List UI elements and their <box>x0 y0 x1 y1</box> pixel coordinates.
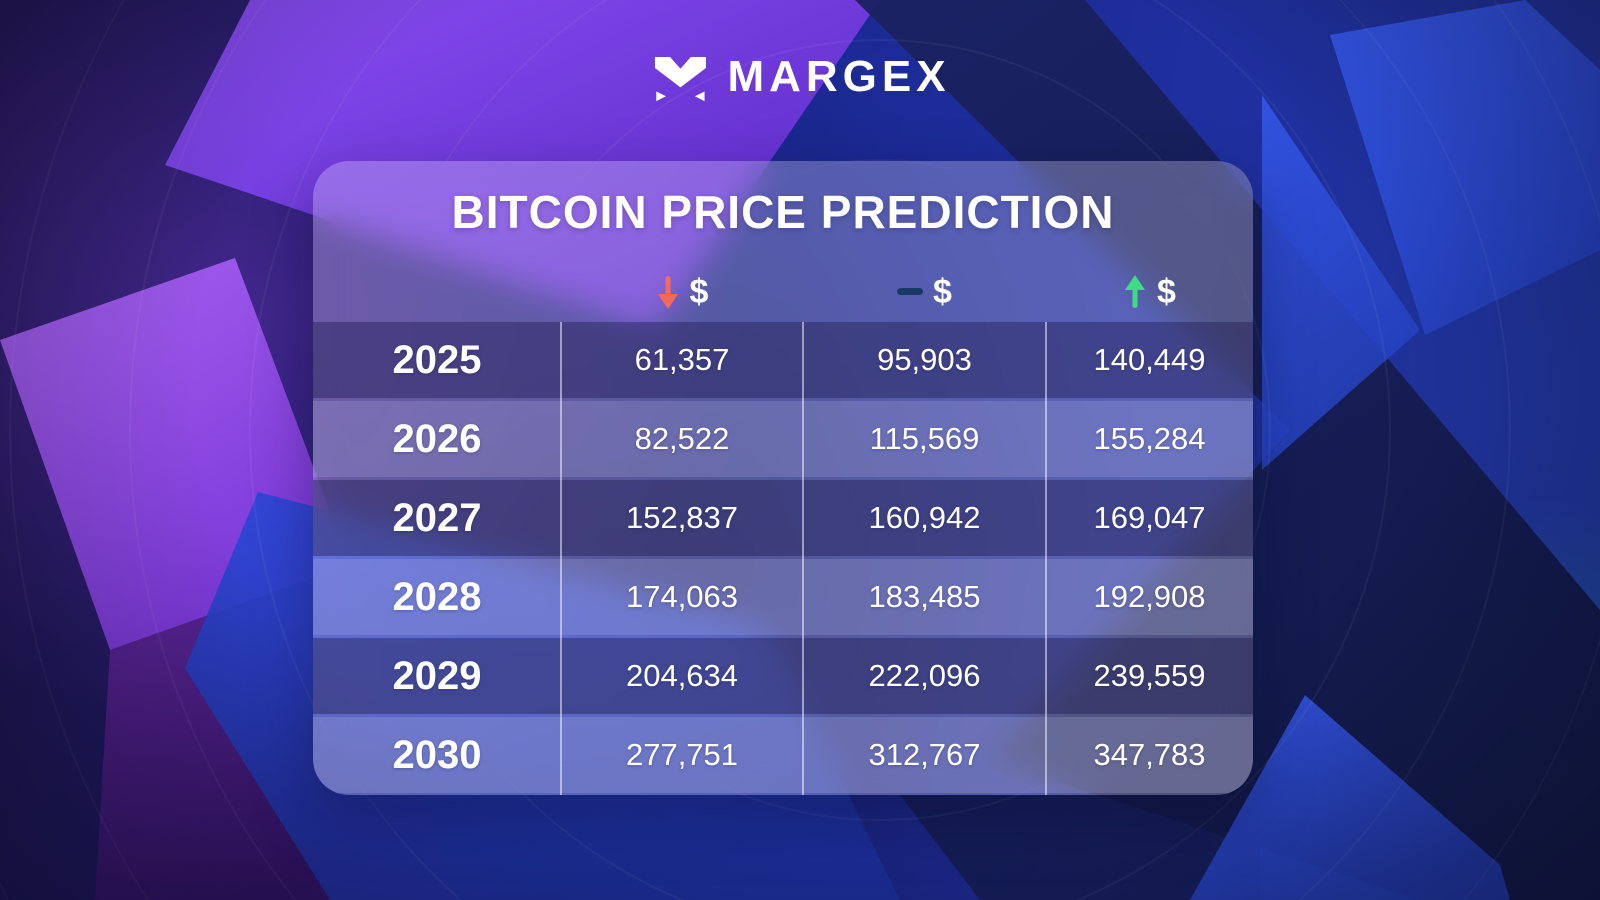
arrow-up-icon <box>1125 275 1146 308</box>
high-value-cell: 169,047 <box>1093 500 1206 535</box>
table-row-2028: 2028 174,063 183,485 192,908 <box>313 559 1253 635</box>
avg-value-cell: 183,485 <box>868 579 981 614</box>
card-title: BITCOIN PRICE PREDICTION <box>451 186 1115 238</box>
low-value-cell: 277,751 <box>625 737 739 772</box>
table-body: 2025 61,357 95,903 140,449 2026 82,522 1… <box>313 322 1253 795</box>
header-low-column: $ <box>561 264 803 320</box>
avg-value-cell: 160,942 <box>868 500 981 535</box>
table-header-row: $ $ $ <box>313 264 1253 320</box>
prediction-card: BITCOIN PRICE PREDICTION $ $ <box>313 161 1253 795</box>
year-cell: 2026 <box>392 416 482 461</box>
year-cell: 2029 <box>392 653 482 698</box>
year-cell: 2028 <box>392 574 482 619</box>
year-cell: 2027 <box>392 495 482 540</box>
year-cell: 2030 <box>392 732 482 777</box>
avg-value-cell: 312,767 <box>868 737 981 772</box>
high-value-cell: 347,783 <box>1093 737 1206 772</box>
low-value-cell: 174,063 <box>625 579 739 614</box>
avg-value-cell: 95,903 <box>877 342 972 377</box>
table-row-2026: 2026 82,522 115,569 155,284 <box>313 401 1253 477</box>
low-value-cell: 152,837 <box>625 500 739 535</box>
header-year-spacer <box>313 264 561 320</box>
arrow-down-icon <box>657 276 678 309</box>
dash-icon <box>897 288 924 295</box>
year-cell: 2025 <box>392 337 482 382</box>
table-row-2030: 2030 277,751 312,767 347,783 <box>313 717 1253 793</box>
low-value-cell: 82,522 <box>634 421 730 456</box>
high-value-cell: 155,284 <box>1093 421 1206 456</box>
low-value-cell: 204,634 <box>625 658 739 693</box>
column-divider <box>1045 322 1047 795</box>
avg-value-cell: 115,569 <box>869 421 980 456</box>
high-value-cell: 140,449 <box>1093 342 1206 377</box>
header-low-unit: $ <box>689 272 709 311</box>
header-high-unit: $ <box>1157 272 1176 311</box>
column-divider <box>802 322 804 795</box>
header-high-column: $ <box>1046 264 1253 320</box>
high-value-cell: 192,908 <box>1093 579 1206 614</box>
margex-m-logo-icon <box>654 57 706 102</box>
avg-value-cell: 222,096 <box>868 658 981 693</box>
table-row-2029: 2029 204,634 222,096 239,559 <box>313 638 1253 714</box>
high-value-cell: 239,559 <box>1093 658 1206 693</box>
header-mid-unit: $ <box>933 272 952 311</box>
column-divider <box>560 322 562 795</box>
brand-logo: MARGEX <box>649 42 950 112</box>
table-row-2027: 2027 152,837 160,942 169,047 <box>313 480 1253 556</box>
header-mid-column: $ <box>803 264 1046 320</box>
table-row-2025: 2025 61,357 95,903 140,449 <box>313 322 1253 398</box>
low-value-cell: 61,357 <box>634 342 730 377</box>
brand-name: MARGEX <box>727 52 951 101</box>
